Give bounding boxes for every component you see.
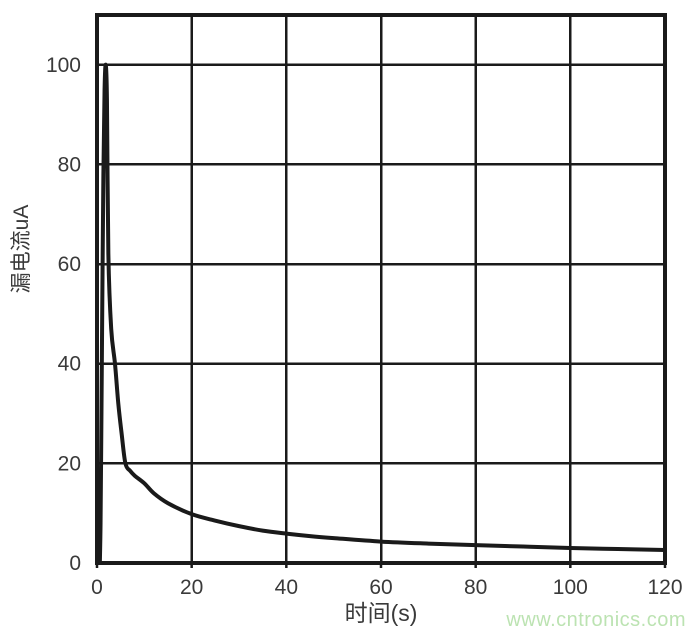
plot-frame	[95, 13, 667, 565]
x-tick-label: 80	[464, 576, 487, 599]
x-tick-label: 60	[369, 576, 392, 599]
y-axis-title: 漏电流uA	[10, 205, 33, 294]
x-tick-label: 100	[553, 576, 588, 599]
y-tick-label: 0	[69, 552, 81, 575]
y-tick-label: 60	[58, 253, 81, 276]
y-tick-label: 40	[58, 353, 81, 376]
x-tick-label: 40	[275, 576, 298, 599]
x-axis-title: 时间(s)	[345, 600, 418, 626]
data-curve	[97, 62, 667, 565]
watermark-text: www.cntronics.com	[506, 609, 686, 631]
x-tick-label: 120	[647, 576, 682, 599]
x-tick-label: 0	[91, 576, 103, 599]
y-tick-label: 100	[46, 54, 81, 77]
y-tick-label: 20	[58, 452, 81, 475]
x-tick-label: 20	[180, 576, 203, 599]
y-tick-label: 80	[58, 153, 81, 176]
